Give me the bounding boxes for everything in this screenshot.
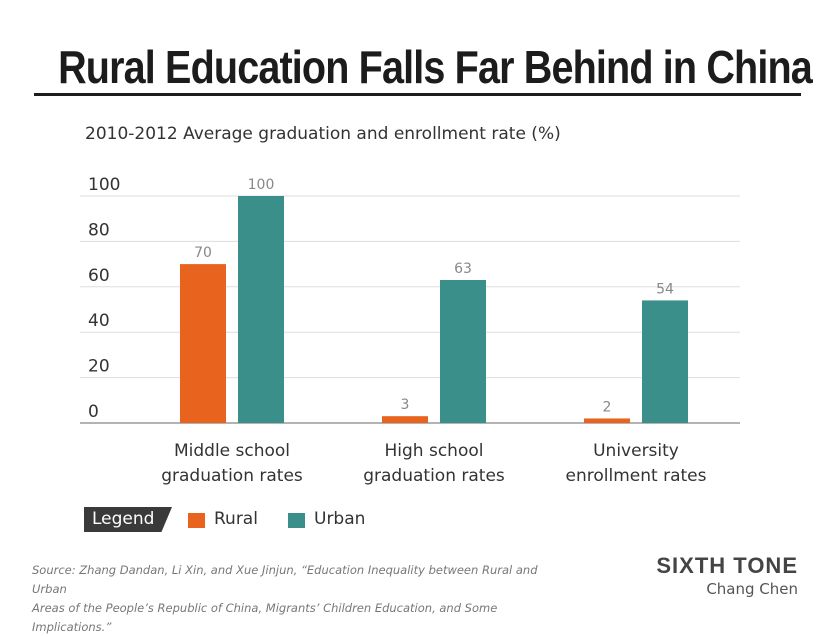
source-line-2: Areas of the People’s Republic of China,… (32, 601, 498, 634)
legend-header-box (84, 507, 172, 532)
legend-swatch-urban (288, 513, 305, 528)
data-label: 100 (248, 177, 275, 193)
x-category-label: graduation rates (363, 466, 505, 486)
chart-subtitle: 2010-2012 Average graduation and enrollm… (85, 124, 561, 144)
data-label: 2 (603, 399, 612, 415)
x-category-label: High school (385, 441, 484, 461)
x-category-label: graduation rates (161, 466, 303, 486)
chart-title: Rural Education Falls Far Behind in Chin… (58, 41, 813, 93)
bar-urban (440, 279, 486, 423)
data-label: 54 (656, 281, 674, 297)
y-tick-label: 100 (88, 175, 120, 195)
x-category-label: enrollment rates (566, 466, 707, 486)
bar-rural (180, 264, 226, 423)
data-label: 63 (454, 261, 472, 277)
legend-swatch-rural (188, 513, 205, 528)
y-tick-label: 20 (88, 357, 110, 377)
x-category-label: University (593, 441, 679, 461)
data-label: 70 (194, 245, 212, 261)
bar-rural (584, 418, 630, 423)
brand-logo: SIXTH TONE (656, 553, 798, 578)
bar-chart: 0 20 40 60 80 100 70 100 Middle school graduation… (80, 175, 740, 486)
bar-urban (238, 196, 284, 423)
source-line-1: Source: Zhang Dandan, Li Xin, and Xue Ji… (32, 563, 538, 596)
bar-rural (382, 416, 428, 423)
title-divider (34, 93, 801, 96)
data-label: 3 (401, 397, 410, 413)
y-tick-label: 0 (88, 402, 99, 422)
source-note: Source: Zhang Dandan, Li Xin, and Xue Ji… (32, 561, 552, 637)
legend-text-rural: Rural (214, 509, 258, 529)
y-tick-label: 60 (88, 266, 110, 286)
bar-urban (642, 300, 688, 423)
legend-label: Legend (92, 509, 155, 529)
author-credit: Chang Chen (706, 580, 798, 598)
x-category-label: Middle school (174, 441, 290, 461)
y-tick-label: 40 (88, 311, 110, 331)
y-tick-label: 80 (88, 220, 110, 240)
legend-text-urban: Urban (314, 509, 366, 529)
